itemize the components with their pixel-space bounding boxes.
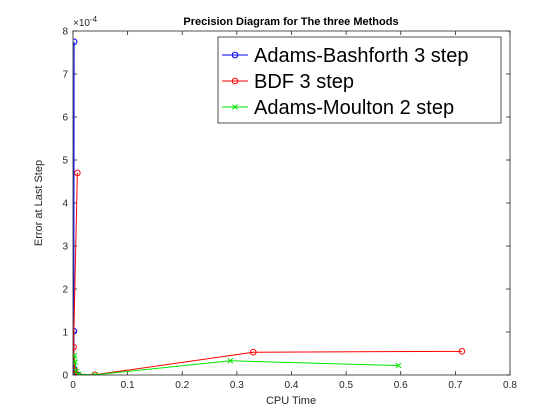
legend-entry-adams-moulton-2-step: Adams-Moulton 2 step <box>222 97 454 119</box>
data-point-adams-bashforth-3-step <box>73 38 78 46</box>
svg-text:×10-4: ×10-4 <box>73 15 98 29</box>
y-tick-label: 7 <box>62 70 68 81</box>
x-tick-label: 0.7 <box>448 380 462 391</box>
y-multiplier: ×10-4 <box>73 15 98 29</box>
legend-entry-adams-bashforth-3-step: Adams-Bashforth 3 step <box>222 45 469 67</box>
data-point-bdf-3-step <box>458 348 466 355</box>
data-point-adams-moulton-2-step <box>395 362 402 369</box>
data-point-bdf-3-step <box>73 343 77 351</box>
x-axis-label: CPU Time <box>266 395 316 407</box>
y-axis-label: Error at Last Step <box>33 160 45 246</box>
legend-label: Adams-Bashforth 3 step <box>254 45 469 67</box>
y-tick-label: 0 <box>62 371 68 382</box>
legend-marker <box>231 51 239 59</box>
x-tick-label: 0.8 <box>503 380 517 391</box>
y-tick-label: 5 <box>62 156 68 167</box>
x-tick-label: 0.4 <box>285 380 299 391</box>
legend: Adams-Bashforth 3 step BDF 3 step Adams-Mo… <box>217 36 502 124</box>
data-point-adams-moulton-2-step <box>73 359 79 365</box>
y-tick-label: 6 <box>62 113 68 124</box>
series-line-bdf-3-step <box>73 172 462 375</box>
legend-marker <box>232 104 238 110</box>
data-point-bdf-3-step <box>249 348 257 356</box>
chart-title: Precision Diagram for The three Methods <box>183 16 398 28</box>
data-point-adams-moulton-2-step <box>227 357 234 364</box>
y-tick-label: 4 <box>62 199 68 210</box>
legend-label: BDF 3 step <box>254 71 354 93</box>
data-point-adams-moulton-2-step <box>75 371 82 375</box>
plot-box <box>72 30 511 376</box>
x-tick-label: 0.5 <box>339 380 353 391</box>
y-tick-label: 1 <box>62 328 68 339</box>
legend-marker <box>231 77 239 85</box>
x-tick-label: 0.1 <box>121 380 135 391</box>
y-tick-label: 8 <box>62 27 68 38</box>
data-point-bdf-3-step <box>74 169 81 177</box>
y-tick-label: 2 <box>62 285 68 296</box>
x-tick-label: 0 <box>70 380 76 391</box>
y-tick-label: 3 <box>62 242 68 253</box>
x-axis-ticks: 0 0.1 0.2 0.3 0.4 0.5 0.6 0.7 0.8 <box>70 31 517 391</box>
x-tick-label: 0.2 <box>175 380 189 391</box>
data-point-adams-moulton-2-step <box>73 352 78 359</box>
x-tick-label: 0.6 <box>394 380 408 391</box>
legend-entry-bdf-3-step: BDF 3 step <box>222 71 354 93</box>
x-tick-label: 0.3 <box>230 380 244 391</box>
y-multiplier-base: ×10 <box>73 18 90 29</box>
legend-label: Adams-Moulton 2 step <box>254 97 454 119</box>
y-multiplier-exp: -4 <box>90 15 98 24</box>
legend-box <box>217 36 502 124</box>
